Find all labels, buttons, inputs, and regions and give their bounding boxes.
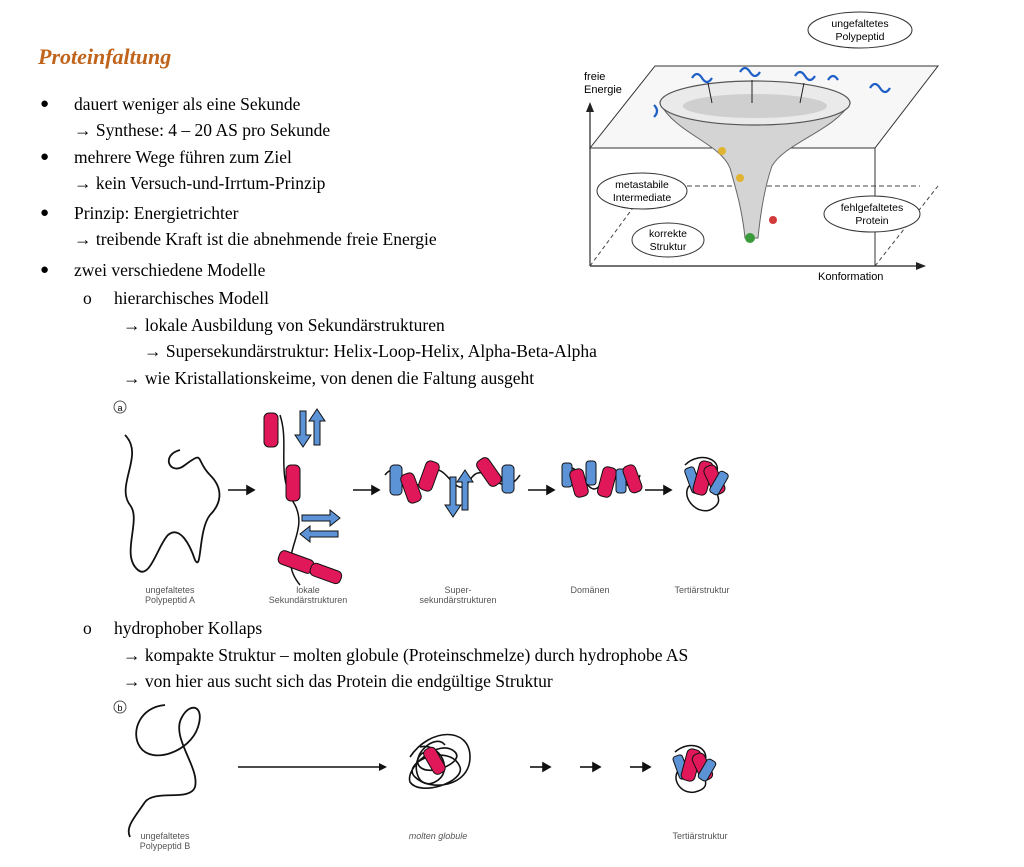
bullet-text-2: mehrere Wege führen zum Ziel	[74, 147, 292, 167]
funnel-arrows	[707, 80, 805, 104]
model-line: → von hier aus sucht sich das Protein di…	[123, 671, 553, 691]
tertiary-structure-b	[672, 744, 717, 793]
x-axis-label: Konformation	[818, 271, 883, 283]
unfolded-chain-a	[124, 434, 221, 573]
helix	[309, 562, 343, 585]
misfolded-minimum	[769, 216, 777, 224]
caption-molten-globule: molten globule	[409, 831, 468, 841]
x-axis-arrow	[916, 262, 926, 270]
bullet-marker: ●	[40, 262, 50, 278]
callout-misfolded-1: fehlgefaltetes	[841, 202, 903, 214]
page-title: Proteinfaltung	[38, 44, 172, 69]
panel-label-circle	[113, 400, 127, 414]
caption-domains: Domänen	[570, 585, 609, 595]
bullet-text-3: Prinzip: Energietrichter	[74, 203, 239, 223]
callout-correct-2: Struktur	[650, 241, 687, 253]
callout-meta-2: Intermediate	[613, 192, 672, 204]
caption-local-2: Sekundärstrukturen	[269, 595, 348, 605]
meta-minimum	[736, 174, 744, 182]
hydrophobic-collapse-figure: b ungefaltetes Polypeptid B molten globu…	[113, 700, 728, 851]
panel-label: a	[117, 403, 122, 413]
sheet	[308, 408, 326, 446]
caption-unfolded-a-2: Polypeptid A	[145, 595, 195, 605]
model-line: → kompakte Struktur – molten globule (Pr…	[123, 645, 689, 665]
model-line: → wie Kristallationskeime, von denen die…	[123, 368, 535, 388]
sheet	[294, 410, 312, 448]
funnel-inner	[683, 94, 827, 118]
caption-super-1: Super-	[444, 585, 471, 595]
molten-globule	[408, 733, 471, 790]
correct-minimum	[745, 233, 755, 243]
callout-correct-1: korrekte	[649, 228, 687, 240]
collapse-arrow-head	[379, 763, 387, 771]
callout-unfolded-2: Polypeptid	[835, 31, 884, 43]
helix	[285, 464, 301, 502]
model-title: hydrophober Kollaps	[114, 618, 263, 638]
y-axis-label-1: freie	[584, 71, 605, 83]
model-line: → Supersekundärstruktur: Helix-Loop-Heli…	[144, 341, 597, 361]
model-title: hierarchisches Modell	[114, 288, 270, 308]
bullet-marker: ●	[40, 96, 50, 112]
caption-tertiary-a: Tertiärstruktur	[674, 585, 729, 595]
callout-misfolded	[823, 195, 921, 233]
supersecondary-structures	[384, 457, 521, 518]
energy-funnel-figure: freie Energie Konformation ungefaltetes …	[584, 11, 940, 283]
y-axis-label-2: Energie	[584, 84, 622, 96]
callout-unfolded	[807, 11, 913, 49]
callout-correct	[631, 222, 705, 258]
local-secondary-structures	[263, 408, 343, 586]
bullet-text-1: dauert weniger als eine Sekunde	[74, 94, 301, 114]
caption-local-1: lokale	[296, 585, 320, 595]
step-arrows-b	[530, 761, 652, 773]
model-line: → lokale Ausbildung von Sekundärstruktur…	[123, 315, 445, 335]
sub-bullet-marker: o	[83, 288, 92, 308]
domains	[561, 460, 643, 498]
meta-minimum	[718, 147, 726, 155]
sheet	[299, 524, 339, 544]
step-arrows	[228, 484, 673, 496]
unfolded-chain-b	[127, 704, 201, 838]
helix	[263, 412, 279, 448]
hierarchical-model-figure: a	[113, 400, 730, 605]
caption-tertiary-b: Tertiärstruktur	[672, 831, 727, 841]
callout-unfolded-1: ungefaltetes	[831, 18, 888, 30]
callout-meta-1: metastabile	[615, 179, 669, 191]
bullet-marker: ●	[40, 149, 50, 165]
bullet-sub-1: → Synthese: 4 – 20 AS pro Sekunde	[74, 120, 331, 140]
caption-super-2: sekundärstrukturen	[419, 595, 496, 605]
tertiary-structure	[684, 456, 729, 512]
bullet-sub-2: → kein Versuch-und-Irrtum-Prinzip	[74, 173, 326, 193]
bullet-marker: ●	[40, 205, 50, 221]
callout-meta	[596, 172, 688, 210]
funnel-body	[659, 102, 851, 239]
caption-unfolded-b-2: Polypeptid B	[140, 841, 191, 851]
callout-misfolded-2: Protein	[855, 215, 888, 227]
panel-label: b	[117, 703, 122, 713]
y-axis-arrow	[586, 102, 594, 112]
caption-unfolded-b-1: ungefaltetes	[140, 831, 190, 841]
bullet-sub-3: → treibende Kraft ist die abnehmende fre…	[74, 229, 437, 249]
panel-label-circle	[113, 700, 127, 714]
sheet	[301, 508, 341, 528]
unfolded-chains	[653, 66, 891, 118]
bullet-text-4: zwei verschiedene Modelle	[74, 260, 266, 280]
caption-unfolded-a-1: ungefaltetes	[145, 585, 195, 595]
sub-bullet-marker: o	[83, 618, 92, 638]
